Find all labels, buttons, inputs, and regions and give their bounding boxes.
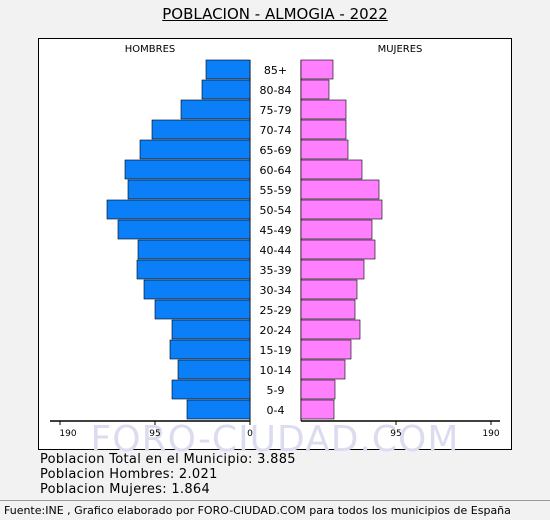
- bar-mujeres-35-39: [300, 259, 365, 280]
- bar-mujeres-5-9: [300, 379, 336, 400]
- bar-mujeres-80-84: [300, 79, 330, 100]
- bar-mujeres-10-14: [300, 359, 346, 380]
- age-label: 45-49: [260, 224, 292, 237]
- bar-hombres-70-74: [151, 119, 251, 140]
- bar-hombres-10-14: [177, 359, 251, 380]
- age-label: 70-74: [260, 124, 292, 137]
- age-label: 80-84: [260, 84, 292, 97]
- bar-hombres-5-9: [171, 379, 251, 400]
- age-label: 20-24: [260, 324, 292, 337]
- age-label: 85+: [264, 64, 287, 77]
- x-tick-label: 190: [482, 429, 499, 439]
- x-tick-label: 95: [149, 429, 160, 439]
- bar-mujeres-50-54: [300, 199, 383, 220]
- footer-divider: [0, 500, 550, 501]
- bar-hombres-45-49: [117, 219, 251, 240]
- stat-hombres: Poblacion Hombres: 2.021: [40, 467, 218, 482]
- legend-mujeres: MUJERES: [378, 44, 423, 55]
- bar-hombres-0-4: [186, 399, 251, 420]
- bar-mujeres-15-19: [300, 339, 352, 360]
- bar-mujeres-25-29: [300, 299, 356, 320]
- bar-mujeres-65-69: [300, 139, 349, 160]
- bar-hombres-30-34: [143, 279, 251, 300]
- age-label: 75-79: [260, 104, 292, 117]
- bar-mujeres-30-34: [300, 279, 358, 300]
- source-note: Fuente:INE , Grafico elaborado por FORO-…: [4, 504, 511, 517]
- age-label: 35-39: [260, 264, 292, 277]
- bar-hombres-75-79: [180, 99, 251, 120]
- age-label: 55-59: [260, 184, 292, 197]
- chart-title: POBLACION - ALMOGIA - 2022: [162, 5, 388, 23]
- stat-mujeres: Poblacion Mujeres: 1.864: [40, 482, 211, 497]
- legend-hombres: HOMBRES: [125, 44, 176, 55]
- bar-hombres-25-29: [154, 299, 251, 320]
- bar-hombres-80-84: [201, 79, 251, 100]
- x-tick-label: 190: [59, 429, 76, 439]
- bar-hombres-55-59: [127, 179, 251, 200]
- age-label: 60-64: [260, 164, 292, 177]
- age-label: 0-4: [267, 404, 285, 417]
- age-label: 65-69: [260, 144, 292, 157]
- bar-hombres-60-64: [124, 159, 251, 180]
- stat-total: Poblacion Total en el Municipio: 3.885: [40, 452, 296, 467]
- bar-hombres-15-19: [169, 339, 251, 360]
- population-pyramid: HOMBRES MUJERES 85+ 80-84 75-79 70-74 65-69 60-…: [50, 44, 500, 439]
- age-label: 10-14: [260, 364, 292, 377]
- bar-hombres-50-54: [106, 199, 251, 220]
- age-label: 5-9: [267, 384, 285, 397]
- bar-mujeres-20-24: [300, 319, 361, 340]
- age-label: 30-34: [260, 284, 292, 297]
- bar-hombres-20-24: [171, 319, 251, 340]
- bar-mujeres-70-74: [300, 119, 347, 140]
- watermark: FORO-CIUDAD.COM: [90, 419, 460, 460]
- bar-hombres-35-39: [136, 259, 251, 280]
- age-label: 15-19: [260, 344, 292, 357]
- bar-mujeres-45-49: [300, 219, 373, 240]
- x-tick-label: 95: [390, 429, 401, 439]
- age-label: 50-54: [260, 204, 292, 217]
- bar-mujeres-85+: [300, 59, 334, 80]
- age-label: 40-44: [260, 244, 292, 257]
- bar-mujeres-60-64: [300, 159, 363, 180]
- bar-mujeres-75-79: [300, 99, 347, 120]
- chart-frame: [38, 38, 512, 450]
- bar-mujeres-40-44: [300, 239, 376, 260]
- bar-hombres-85+: [205, 59, 251, 80]
- bar-mujeres-0-4: [300, 399, 335, 420]
- bar-mujeres-55-59: [300, 179, 380, 200]
- bar-hombres-65-69: [139, 139, 251, 160]
- age-label: 25-29: [260, 304, 292, 317]
- bar-hombres-40-44: [137, 239, 251, 260]
- stats-block: Poblacion Total en el Municipio: 3.885 P…: [40, 452, 296, 497]
- x-tick-label: 0: [247, 429, 253, 439]
